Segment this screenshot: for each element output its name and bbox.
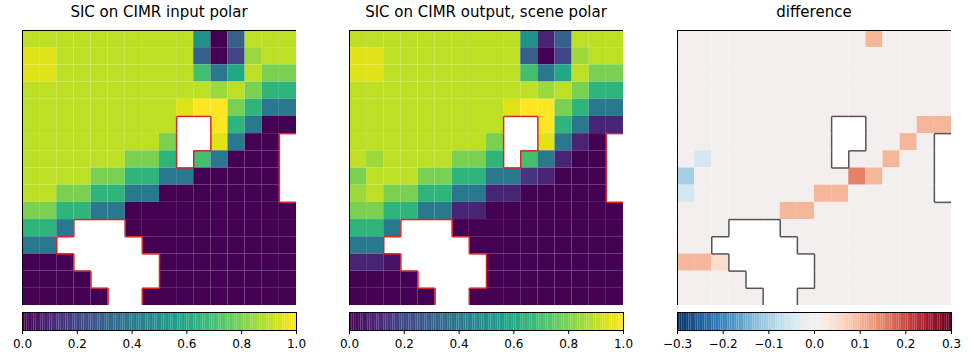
svg-text:−0.3: −0.3: [663, 337, 692, 351]
svg-text:1.0: 1.0: [614, 337, 633, 351]
svg-text:0.1: 0.1: [851, 337, 870, 351]
svg-text:0.3: 0.3: [942, 337, 961, 351]
svg-text:0.2: 0.2: [395, 337, 414, 351]
svg-text:0.0: 0.0: [340, 337, 359, 351]
html-text:SIC on CIMR output, scene pola: SIC on CIMR output, scene polar: [365, 3, 607, 21]
html-text:difference: difference: [776, 3, 852, 21]
svg-text:0.4: 0.4: [450, 337, 469, 351]
svg-text:1.0: 1.0: [287, 337, 306, 351]
svg-text:0.8: 0.8: [559, 337, 578, 351]
svg-text:−0.1: −0.1: [754, 337, 783, 351]
svg-text:0.2: 0.2: [68, 337, 87, 351]
svg-text:0.0: 0.0: [805, 337, 824, 351]
svg-text:0.2: 0.2: [896, 337, 915, 351]
svg-text:0.4: 0.4: [123, 337, 142, 351]
svg-text:0.0: 0.0: [13, 337, 32, 351]
svg-text:0.6: 0.6: [504, 337, 523, 351]
svg-text:0.6: 0.6: [177, 337, 196, 351]
html-text:SIC on CIMR input polar: SIC on CIMR input polar: [70, 3, 248, 21]
svg-text:0.8: 0.8: [232, 337, 251, 351]
svg-text:−0.2: −0.2: [709, 337, 738, 351]
